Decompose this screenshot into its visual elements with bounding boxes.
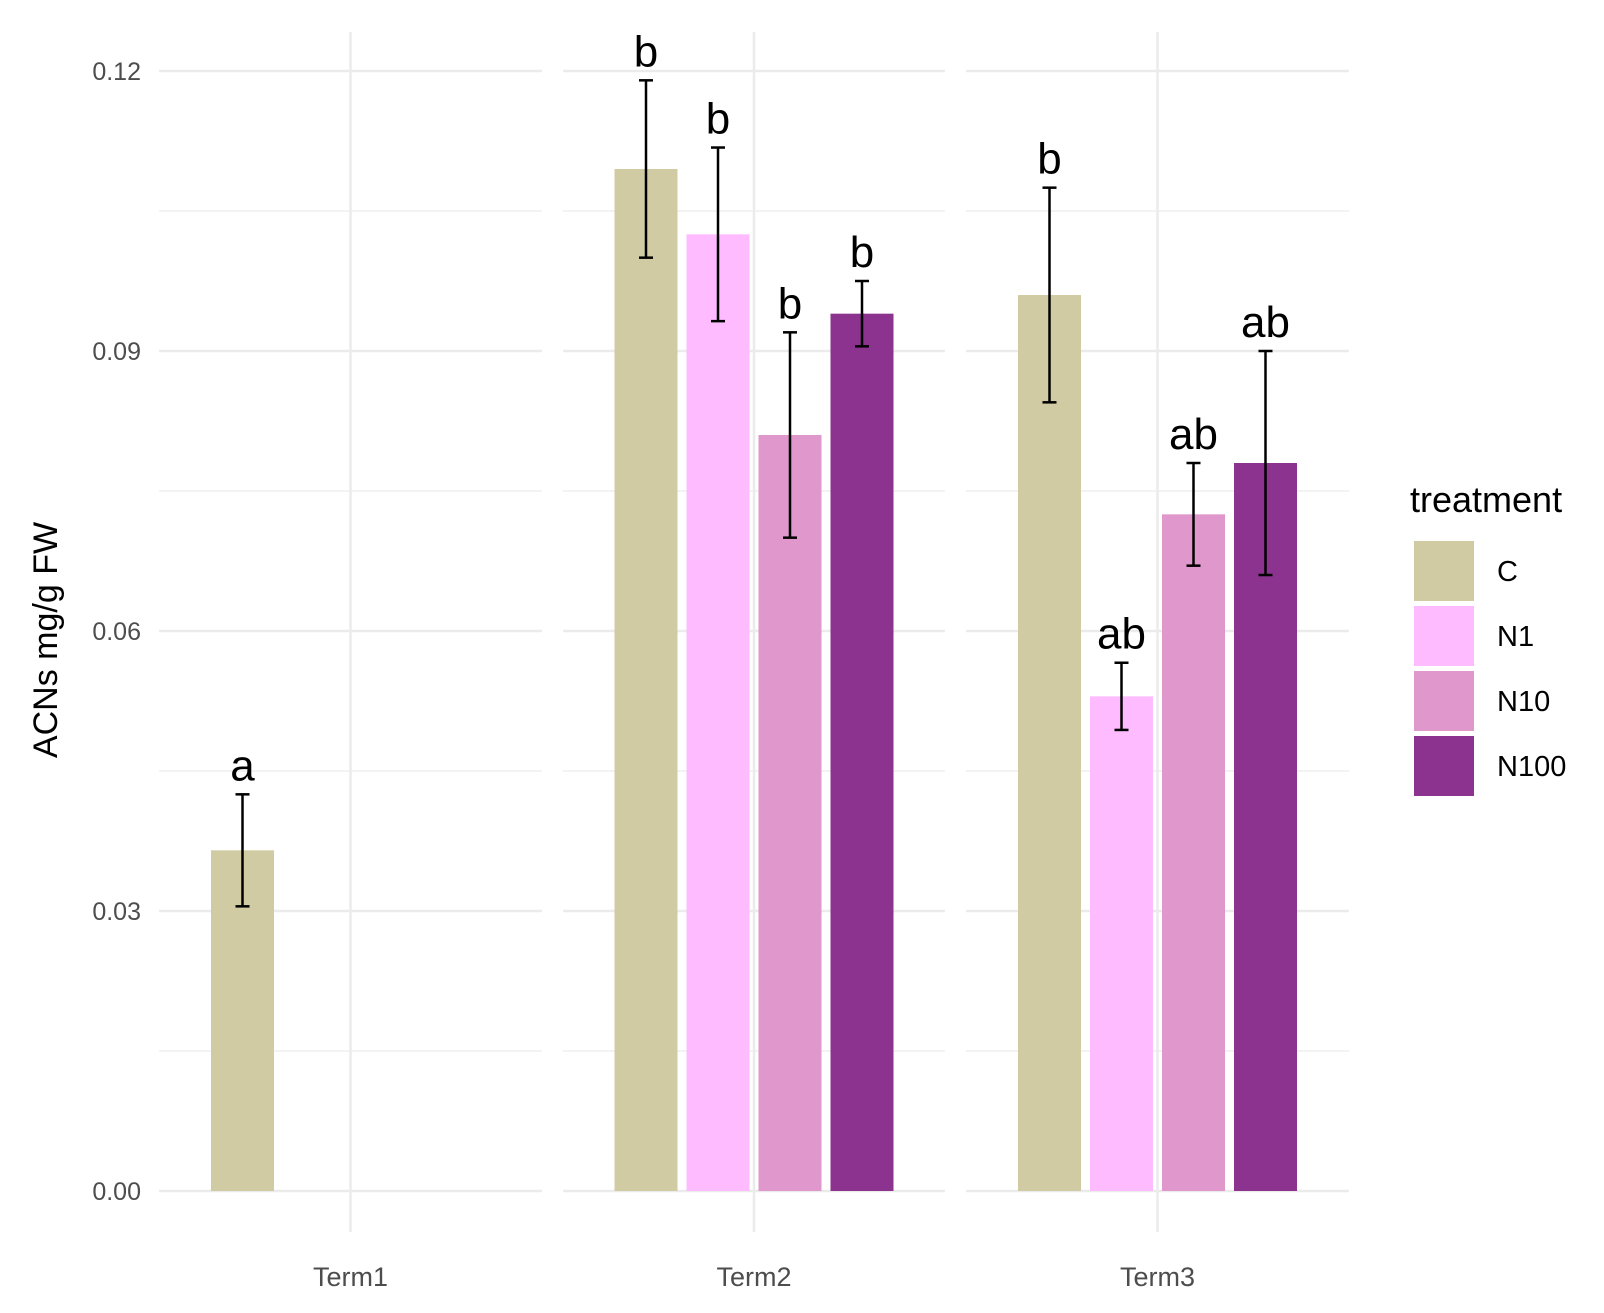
x-tick-label: Term1 <box>313 1262 388 1292</box>
y-tick-label: 0.03 <box>92 898 141 926</box>
legend-label: N1 <box>1497 621 1534 653</box>
significance-label: b <box>1037 135 1061 184</box>
bar-n100-term3 <box>1234 463 1297 1192</box>
error-bars <box>235 79 1273 908</box>
y-tick-label: 0.06 <box>92 618 141 646</box>
x-tick-label: Term3 <box>1120 1262 1195 1292</box>
legend-label: N100 <box>1497 751 1566 783</box>
bar-c-term2 <box>614 169 678 1191</box>
significance-label: ab <box>1097 610 1146 659</box>
bar-n100-term2 <box>830 313 894 1191</box>
bar-n10-term3 <box>1162 514 1225 1191</box>
significance-label: b <box>850 228 874 277</box>
x-axis-ticks: Term1 Term2 Term3 <box>313 1262 1195 1292</box>
legend-key-n10 <box>1414 671 1474 731</box>
bar-c-term3 <box>1018 295 1081 1192</box>
legend-key-n1 <box>1414 606 1474 666</box>
y-axis-title: ACNs mg/g FW <box>27 522 65 758</box>
significance-label: a <box>230 741 255 790</box>
significance-label: b <box>778 279 802 328</box>
legend-title: treatment <box>1410 479 1562 520</box>
legend: treatment C N1 N10 N100 <box>1410 479 1566 796</box>
significance-label: ab <box>1241 298 1290 347</box>
y-tick-label: 0.09 <box>92 338 141 366</box>
y-tick-label: 0.12 <box>92 58 141 86</box>
significance-label: b <box>634 27 658 76</box>
y-tick-label: 0.00 <box>92 1178 141 1206</box>
x-tick-label: Term2 <box>716 1262 791 1292</box>
y-axis-ticks: 0.00 0.03 0.06 0.09 0.12 <box>92 58 141 1206</box>
bar-n1-term2 <box>686 234 750 1192</box>
significance-label: b <box>706 95 730 144</box>
bars <box>211 169 1297 1192</box>
legend-label: N10 <box>1497 686 1550 718</box>
legend-key-n100 <box>1414 736 1474 796</box>
significance-label: ab <box>1169 410 1218 459</box>
bar-n1-term3 <box>1090 696 1153 1191</box>
legend-key-c <box>1414 541 1474 601</box>
bar-n10-term2 <box>758 435 822 1191</box>
legend-label: C <box>1497 556 1518 588</box>
